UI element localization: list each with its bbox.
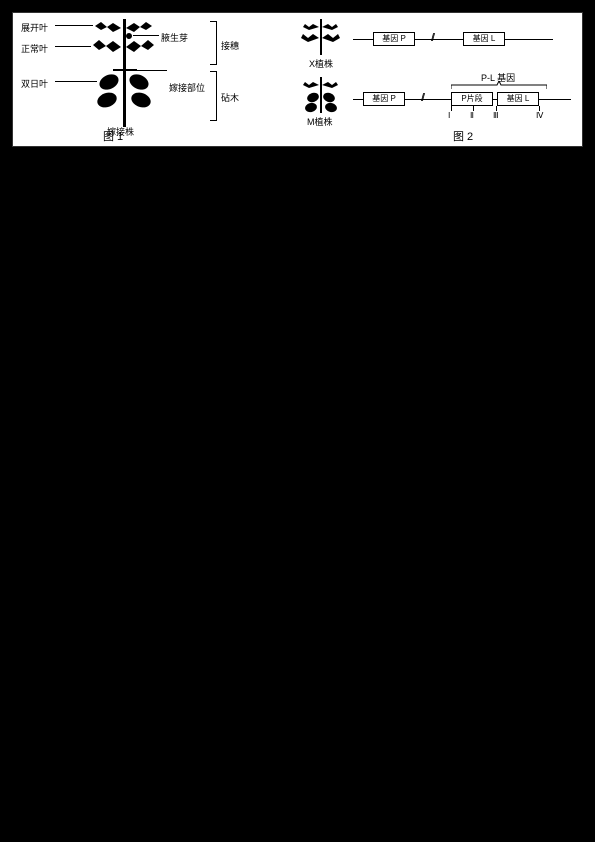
rootstock-leaf-left-1 bbox=[97, 71, 121, 92]
figure-2-caption: 图 2 bbox=[453, 128, 473, 144]
leader-normal-leaf bbox=[55, 46, 91, 47]
rootstock-leaf-right-2 bbox=[129, 90, 153, 110]
tick-label-3: Ⅲ bbox=[493, 111, 499, 120]
m-gene-l-box: 基因 L bbox=[497, 92, 539, 106]
x-gene-l-box: 基因 L bbox=[463, 32, 505, 46]
figure-1-caption: 图 1 bbox=[103, 128, 123, 144]
label-twin-leaf: 双日叶 bbox=[21, 77, 48, 90]
label-top-leaf: 展开叶 bbox=[21, 21, 48, 34]
leader-graft-site bbox=[137, 70, 167, 71]
leader-top-leaf bbox=[55, 25, 93, 26]
tick-label-2: Ⅱ bbox=[470, 111, 474, 120]
tick-1 bbox=[451, 106, 452, 111]
scion-leaf-left-2 bbox=[91, 39, 121, 55]
m-break-mark: // bbox=[421, 92, 423, 104]
m-p-fragment-box: P片段 bbox=[451, 92, 493, 106]
axillary-bud bbox=[126, 33, 132, 39]
scion-leaf-left-1 bbox=[93, 21, 121, 35]
x-gene-p-box: 基因 P bbox=[373, 32, 415, 46]
rootstock-leaf-right-1 bbox=[127, 71, 151, 92]
brace-rootstock bbox=[209, 71, 217, 121]
tick-label-4: Ⅳ bbox=[536, 111, 543, 120]
tick-label-1: Ⅰ bbox=[448, 111, 450, 120]
leader-twin-leaf bbox=[55, 81, 97, 82]
graft-junction bbox=[113, 69, 137, 71]
figure-1-panel: 展开叶 正常叶 双日叶 腋生芽 嫁接部位 接穗 砧木 嫁接株 图 1 bbox=[13, 13, 273, 146]
label-scion: 接穗 bbox=[221, 39, 239, 52]
rootstock-leaf-left-2 bbox=[95, 90, 119, 110]
scion-leaf-right-2 bbox=[126, 39, 156, 55]
pl-bracket bbox=[451, 81, 547, 89]
leader-bud bbox=[133, 35, 159, 36]
m-plant-icon bbox=[307, 77, 335, 113]
figure-2-panel: X植株 基因 P // 基因 L M植株 P-L 基因 基因 P // P片段 … bbox=[303, 13, 583, 146]
x-plant-icon bbox=[307, 19, 335, 55]
label-rootstock: 砧木 bbox=[221, 91, 239, 104]
label-normal-leaf: 正常叶 bbox=[21, 42, 48, 55]
diagram-container: 展开叶 正常叶 双日叶 腋生芽 嫁接部位 接穗 砧木 嫁接株 图 1 X植株 基… bbox=[12, 12, 583, 147]
x-plant-label: X植株 bbox=[309, 57, 333, 70]
m-gene-p-box: 基因 P bbox=[363, 92, 405, 106]
brace-scion bbox=[209, 21, 217, 65]
label-graft-site: 嫁接部位 bbox=[169, 81, 205, 94]
x-break-mark: // bbox=[431, 32, 433, 44]
label-bud: 腋生芽 bbox=[161, 31, 188, 44]
m-plant-label: M植株 bbox=[307, 115, 333, 128]
